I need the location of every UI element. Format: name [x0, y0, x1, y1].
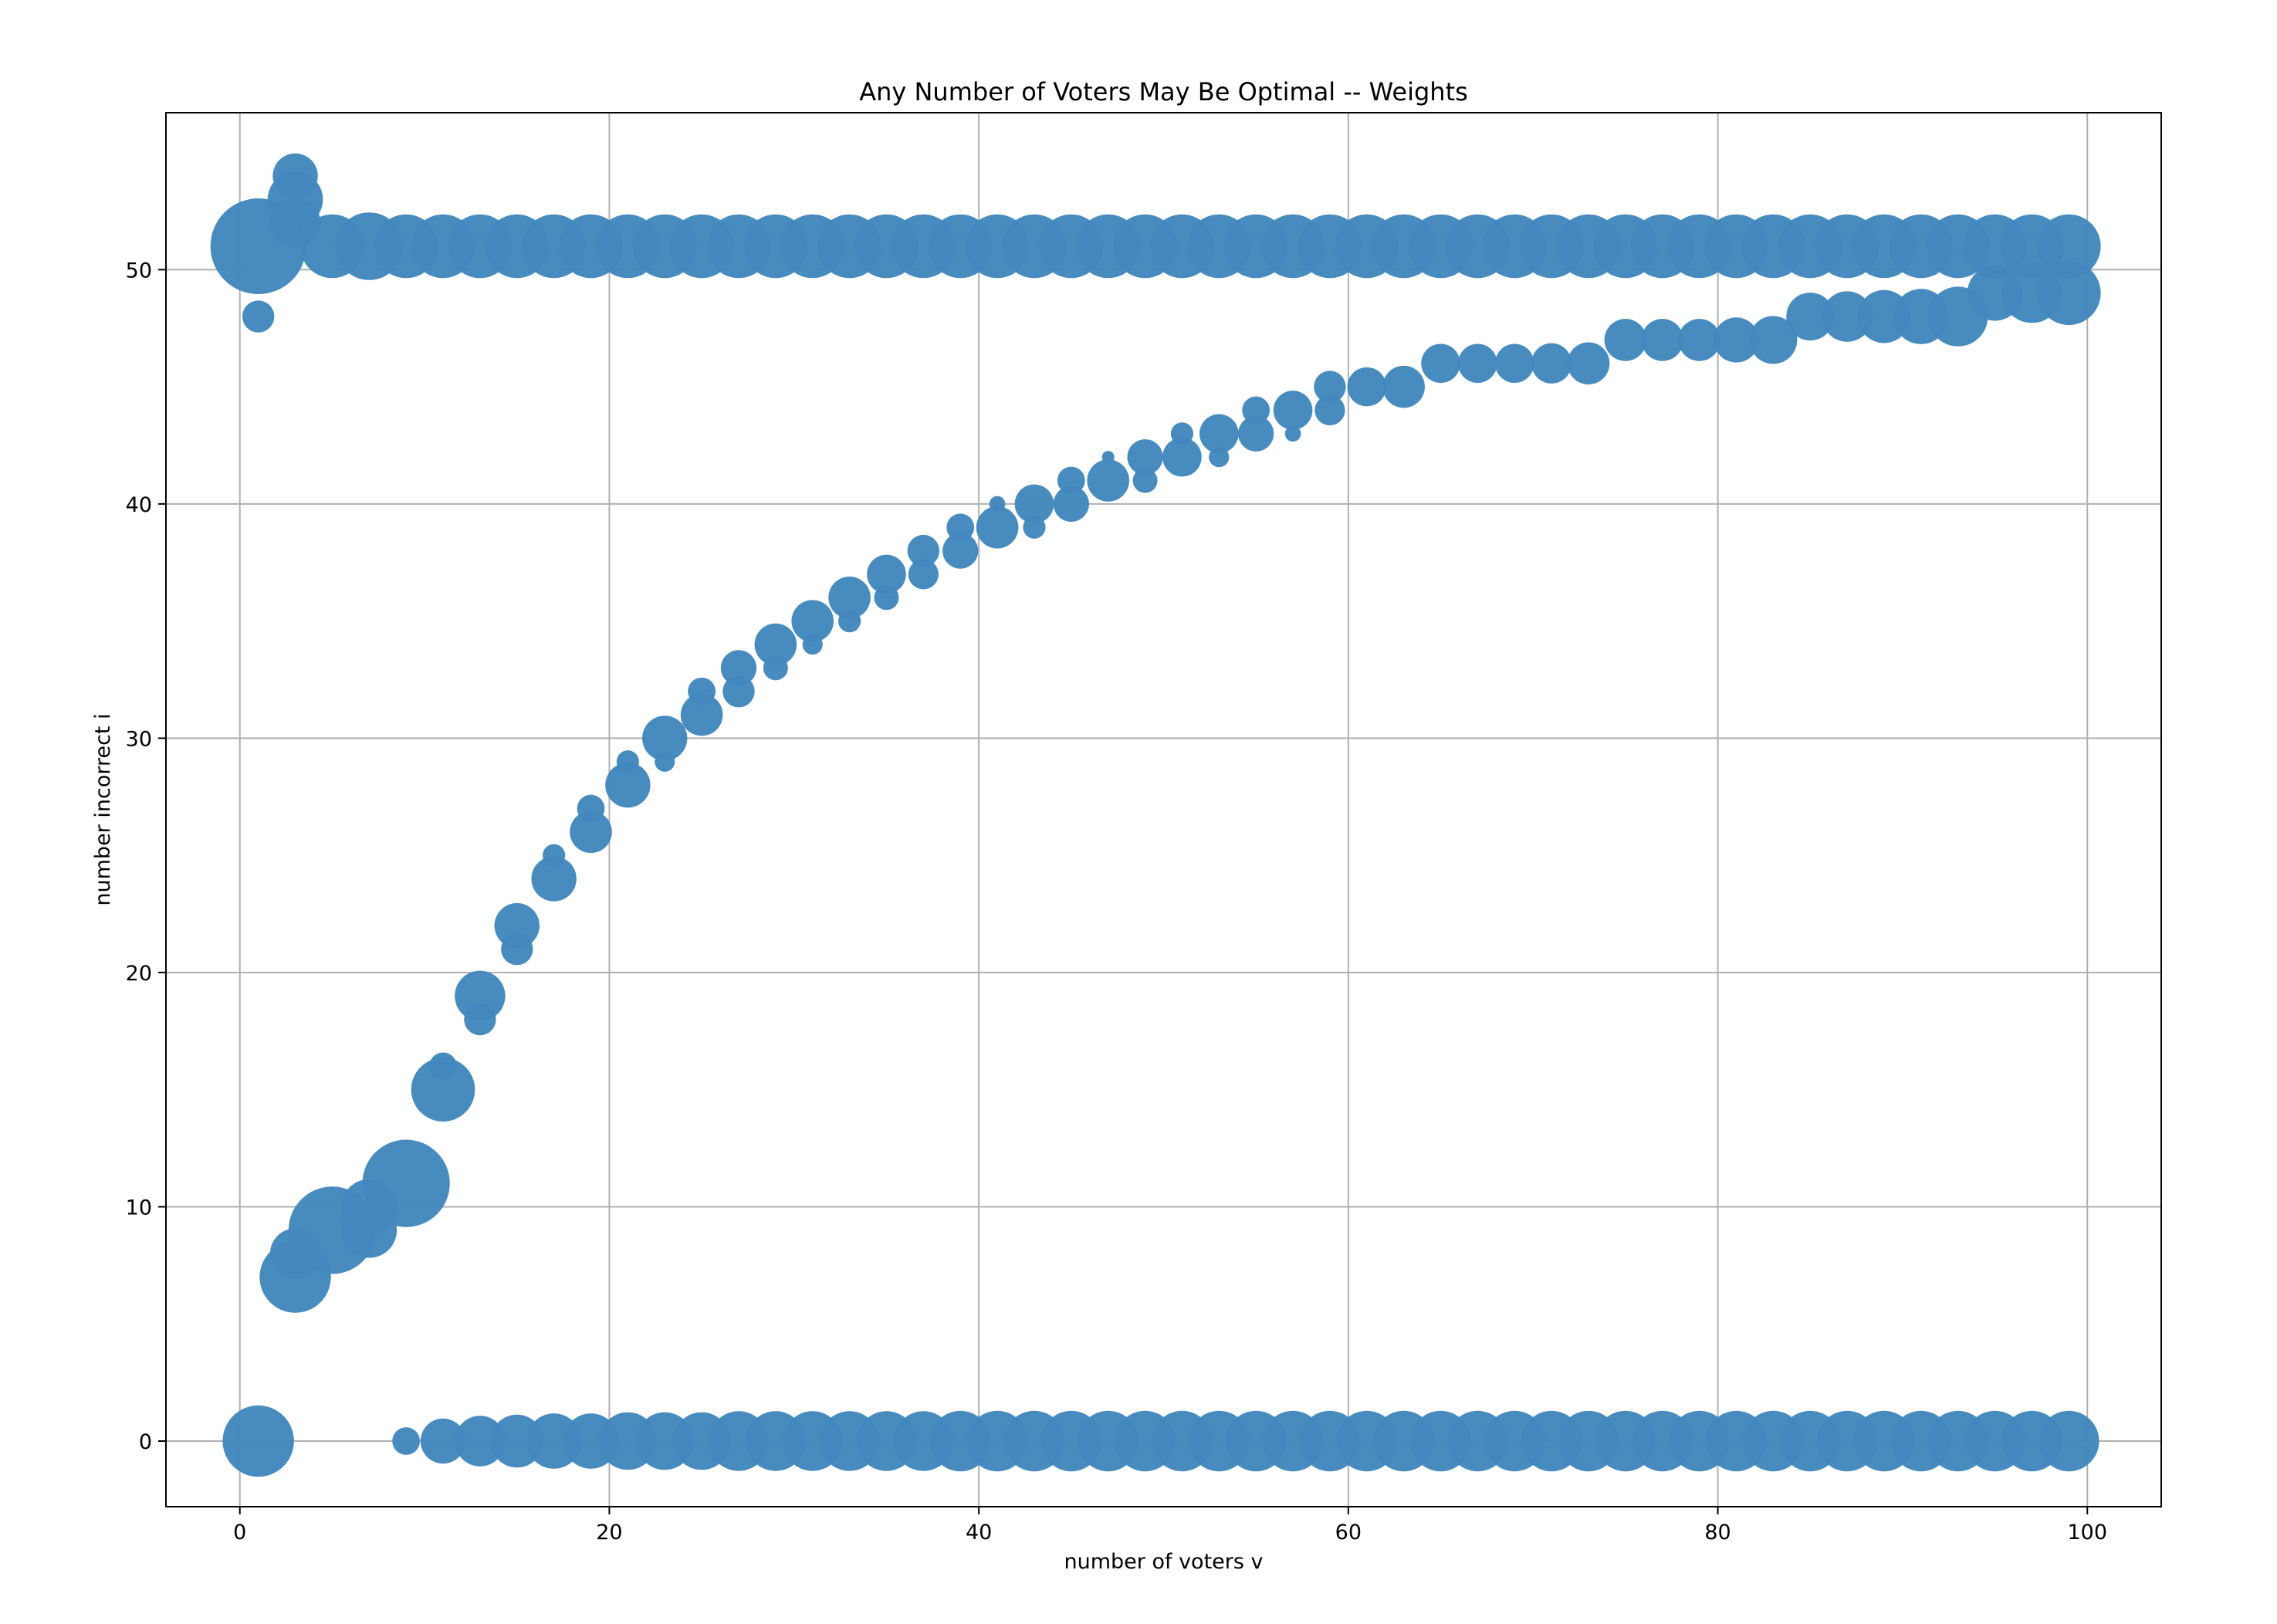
- scatter-point: [1421, 343, 1460, 384]
- scatter-point: [874, 585, 899, 611]
- scatter-point: [1242, 396, 1270, 425]
- scatter-point: [392, 1427, 421, 1455]
- scatter-point: [655, 751, 675, 772]
- y-tick-label: 40: [126, 493, 152, 517]
- scatter-point: [1284, 425, 1301, 442]
- y-tick-label: 10: [126, 1196, 152, 1220]
- scatter-point: [222, 1405, 294, 1477]
- scatter-point: [362, 1139, 450, 1227]
- scatter-point: [1641, 319, 1684, 361]
- scatter-point: [1023, 516, 1046, 539]
- scatter-point: [1714, 317, 1759, 363]
- scatter-point: [411, 1057, 475, 1122]
- y-tick-label: 30: [126, 727, 152, 751]
- scatter-point: [1786, 293, 1835, 341]
- scatter-point: [531, 856, 577, 902]
- scatter-point: [1162, 437, 1202, 477]
- scatter-point: [455, 970, 506, 1022]
- scatter-point: [1458, 343, 1497, 384]
- scatter-point: [1057, 466, 1085, 495]
- scatter-point: [1132, 468, 1158, 493]
- scatter-point: [1209, 447, 1230, 468]
- scatter-point: [838, 610, 861, 633]
- y-tick-label: 50: [126, 259, 152, 283]
- grid-lines: [166, 113, 2161, 1507]
- scatter-point: [455, 1416, 506, 1467]
- scatter-point: [1053, 486, 1089, 522]
- x-tick-label: 20: [596, 1521, 622, 1544]
- scatter-point: [420, 1418, 466, 1464]
- scatter-point: [791, 600, 834, 642]
- scatter-point: [494, 903, 540, 949]
- scatter-point: [907, 534, 940, 567]
- scatter-point: [802, 634, 823, 655]
- scatter-point: [2038, 1410, 2099, 1472]
- scatter-point: [464, 1003, 496, 1036]
- scatter-point: [1822, 291, 1873, 342]
- scatter-point: [1127, 439, 1163, 475]
- x-tick-label: 40: [966, 1521, 992, 1544]
- scatter-point: [946, 513, 975, 542]
- x-tick-label: 0: [233, 1521, 246, 1544]
- plot-frame: [165, 112, 2162, 1507]
- x-tick-label: 100: [2067, 1521, 2107, 1544]
- scatter-point: [1749, 316, 1798, 364]
- scatter-point: [1604, 319, 1647, 361]
- scatter-point: [680, 693, 723, 736]
- scatter-point: [1314, 394, 1345, 426]
- scatter-point: [1199, 414, 1239, 454]
- scatter-point: [976, 506, 1019, 549]
- scatter-point: [2037, 214, 2101, 279]
- x-tick-label: 80: [1704, 1521, 1731, 1544]
- scatter-point: [1531, 343, 1572, 384]
- y-tick-label: 20: [126, 962, 152, 986]
- scatter-point: [720, 650, 757, 686]
- scatter-point: [242, 300, 275, 333]
- scatter-point: [2037, 261, 2101, 326]
- scatter-point: [1347, 367, 1387, 407]
- scatter-point: [1087, 459, 1129, 502]
- scatter-point: [828, 577, 871, 619]
- x-tick-label: 60: [1335, 1521, 1362, 1544]
- chart-title: Any Number of Voters May Be Optimal -- W…: [859, 77, 1468, 107]
- scatter-point: [1273, 391, 1313, 430]
- scatter-point: [1238, 415, 1274, 452]
- scatter-point: [763, 655, 788, 681]
- scatter-point: [754, 623, 797, 666]
- scatter-point: [1567, 342, 1610, 385]
- scatter-point: [501, 932, 533, 966]
- scatter-point: [1494, 343, 1534, 384]
- scatter-point: [1678, 319, 1720, 361]
- scatter-point: [570, 810, 612, 854]
- scatter-point: [605, 762, 651, 808]
- scatter-point: [908, 559, 939, 590]
- scatter-point: [642, 716, 688, 761]
- scatter-point: [1314, 370, 1346, 403]
- scatter-point: [1382, 365, 1425, 408]
- x-axis-label: number of voters v: [1064, 1550, 1264, 1574]
- scatter-point: [942, 533, 979, 569]
- scatter-point: [722, 675, 755, 708]
- y-tick-label: 0: [139, 1430, 152, 1454]
- axis-ticks: 0 20 40 60 80 100 0 10 20 30 40 50: [126, 259, 2107, 1544]
- data-points: [210, 153, 2101, 1477]
- scatter-point: [1014, 484, 1054, 524]
- scatter-point: [867, 554, 906, 594]
- y-axis-label: number incorrect i: [91, 713, 115, 905]
